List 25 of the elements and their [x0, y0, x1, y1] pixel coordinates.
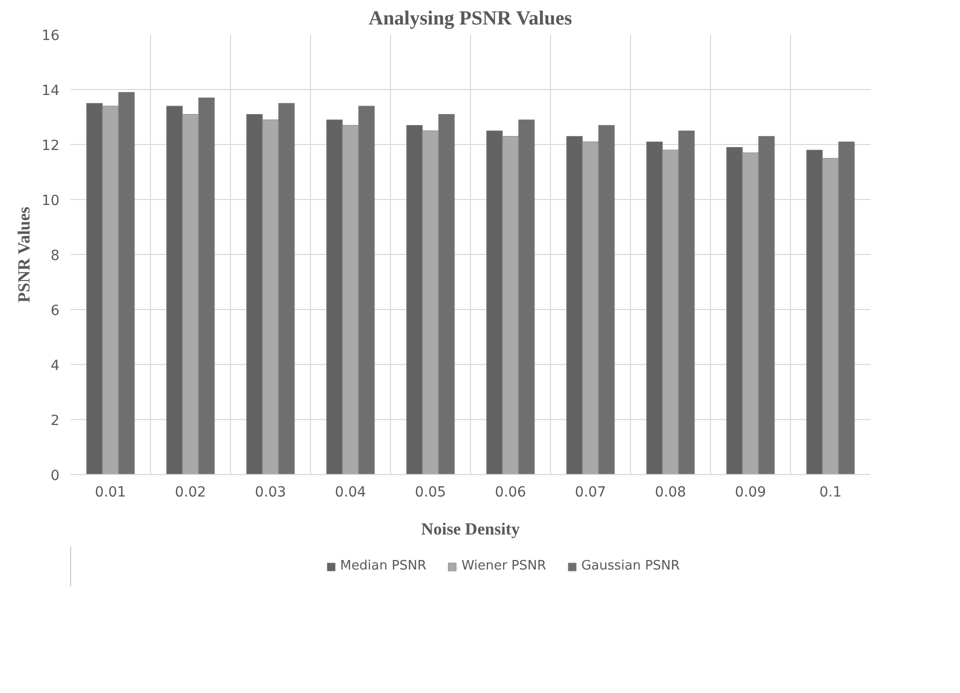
x-tick-label: 0.09 [734, 484, 766, 500]
legend-label: Wiener PSNR [461, 558, 546, 574]
y-tick-label: 16 [42, 28, 60, 44]
x-tick-label: 0.03 [254, 484, 286, 500]
y-tick-label: 0 [50, 468, 60, 484]
y-tick-label: 2 [50, 413, 60, 429]
x-tick-label: 0.05 [414, 484, 446, 500]
x-tick-label: 0.07 [574, 484, 606, 500]
x-tick-label: 0.1 [819, 484, 842, 500]
x-tick-label: 0.04 [334, 484, 366, 500]
y-tick-label: 12 [42, 138, 60, 154]
y-tick-label: 14 [42, 83, 60, 99]
x-tick-label: 0.08 [654, 484, 686, 500]
legend-label: Gaussian PSNR [581, 558, 680, 574]
y-axis-title: PSNR Values [14, 206, 34, 303]
x-tick-label: 0.01 [94, 484, 126, 500]
y-tick-label: 4 [50, 358, 60, 374]
x-tick-label: 0.02 [174, 484, 206, 500]
y-tick-label: 8 [50, 248, 60, 264]
x-axis-title: Noise Density [421, 520, 520, 538]
x-tick-label: 0.06 [494, 484, 526, 500]
y-tick-label: 10 [42, 193, 60, 209]
legend-label: Median PSNR [340, 558, 426, 574]
y-tick-label: 6 [50, 303, 60, 319]
chart-title: Analysing PSNR Values [368, 8, 572, 30]
